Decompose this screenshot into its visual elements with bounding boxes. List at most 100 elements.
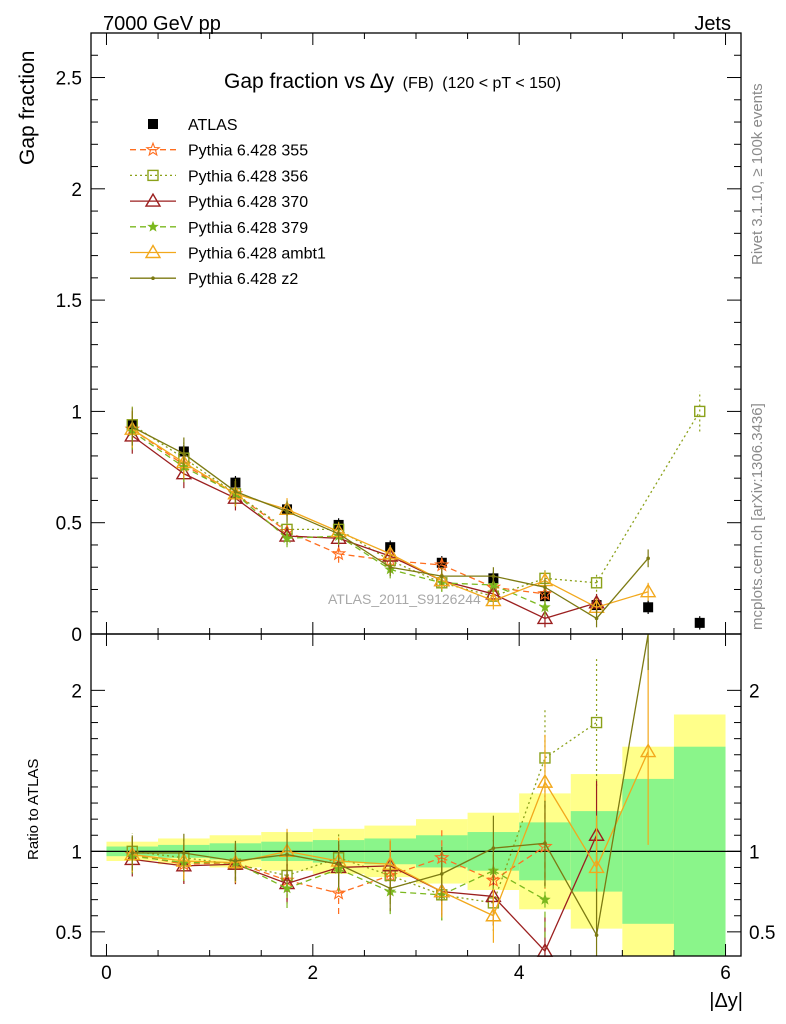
- series-line-segment: [131, 424, 185, 459]
- mcplots-label: mcplots.cern.ch [arXiv:1306.3436]: [749, 403, 766, 630]
- ratio-y-tick-label-right: 2: [749, 681, 760, 702]
- y-tick-label: 2.5: [56, 69, 82, 90]
- legend-marker: [145, 141, 161, 157]
- series-line-segment: [441, 582, 494, 586]
- ratio-point: [588, 859, 605, 874]
- series-line-segment: [493, 593, 546, 620]
- ratio-line-segment: [235, 862, 288, 881]
- ratio-point: [336, 862, 341, 867]
- ratio-line-segment: [441, 891, 494, 917]
- header-jets: Jets: [694, 13, 731, 35]
- ratio-point: [491, 846, 496, 850]
- series-line-segment: [338, 535, 391, 570]
- ratio-point: [485, 907, 502, 922]
- ratio-panel-axes: 0.5 0.5 1 1 2 2 0 2 4 6: [56, 633, 775, 984]
- series-line-segment: [544, 577, 597, 584]
- series-line-segment: [183, 462, 236, 495]
- series-line-segment: [493, 586, 546, 595]
- series-line-segment: [544, 586, 597, 619]
- series-line-segment: [338, 528, 391, 562]
- ratio-line-segment: [338, 874, 391, 894]
- data-point: [594, 616, 599, 621]
- legend-marker: [144, 244, 162, 259]
- series-line-segment: [441, 579, 494, 602]
- y-tick-label: 0.5: [56, 514, 82, 535]
- series-6: [130, 408, 650, 628]
- series-line-segment: [235, 493, 288, 530]
- x-tick-label: 0: [101, 963, 112, 984]
- ratio-line-segment: [595, 751, 649, 868]
- legend-marker: [147, 220, 159, 232]
- ratio-line-segment: [441, 847, 494, 875]
- ratio-line-segment: [338, 863, 391, 889]
- ratio-line-segment: [183, 863, 236, 867]
- series-line-segment: [286, 510, 339, 535]
- ratio-line-segment: [441, 890, 494, 898]
- ratio-line-segment: [132, 855, 184, 864]
- title-cut: (120 < pT < 150): [442, 75, 561, 92]
- ratio-point: [539, 893, 551, 905]
- ratio-line-segment: [544, 842, 598, 936]
- data-point: [694, 617, 705, 628]
- title-var: Δy: [370, 70, 395, 93]
- data-point: [694, 405, 706, 418]
- top-panel: [124, 391, 706, 630]
- ratio-line-segment: [235, 850, 288, 864]
- ratio-line-segment: [492, 781, 546, 916]
- ratio-line-segment: [132, 853, 184, 865]
- series-line-segment: [544, 580, 597, 608]
- ratio-line-segment: [492, 895, 546, 952]
- ratio-line-segment: [286, 879, 339, 894]
- series-line-segment: [390, 568, 442, 584]
- ratio-y-tick-label: 1: [71, 842, 82, 863]
- ratio-line-segment: [595, 633, 649, 936]
- legend-label: Pythia 6.428 z2: [188, 271, 298, 288]
- data-point: [433, 572, 451, 587]
- data-point: [639, 583, 657, 598]
- bottom-y-axis-label: Ratio to ATLAS: [25, 759, 42, 860]
- ratio-line-segment: [183, 857, 236, 865]
- series-line-segment: [183, 453, 236, 493]
- ratio-point: [233, 859, 238, 863]
- ratio-y-tick-label: 2: [71, 681, 82, 702]
- data-point: [388, 565, 393, 570]
- ratio-line-segment: [389, 863, 443, 893]
- series-line-segment: [183, 473, 236, 499]
- ratio-line-segment: [389, 874, 443, 896]
- ratio-line-segment: [338, 865, 391, 869]
- series-line-segment: [183, 457, 236, 495]
- data-point: [537, 585, 553, 601]
- ratio-line-segment: [286, 866, 339, 885]
- data-point: [281, 532, 293, 544]
- ratio-line-segment: [286, 857, 339, 877]
- ratio-line-segment: [183, 852, 236, 862]
- ratio-line-segment: [338, 857, 391, 877]
- x-tick-label: 4: [514, 963, 525, 984]
- ratio-line-segment: [544, 834, 598, 952]
- series-line-segment: [338, 531, 391, 555]
- series-line-segment: [286, 508, 339, 533]
- ratio-panel: [124, 633, 657, 957]
- series-line-segment: [235, 490, 288, 513]
- x-tick-label: 2: [308, 963, 319, 984]
- header-energy: 7000 GeV pp: [103, 13, 221, 35]
- ratio-point: [590, 716, 603, 729]
- rivet-version-label: Rivet 3.1.10, ≥ 100k events: [749, 83, 766, 265]
- ratio-line-segment: [493, 845, 546, 881]
- title-tag: (FB): [403, 75, 434, 92]
- ratio-line-segment: [132, 850, 184, 859]
- data-point: [643, 602, 654, 613]
- data-point: [233, 489, 238, 494]
- data-point: [130, 425, 135, 429]
- ratio-line-segment: [441, 894, 494, 904]
- ratio-line-segment: [286, 850, 339, 862]
- ratio-line-segment: [235, 863, 288, 877]
- ratio-line-segment: [390, 873, 442, 890]
- data-point: [439, 574, 444, 578]
- legend-marker: [147, 169, 159, 182]
- top-y-axis-label: Gap fraction: [16, 51, 39, 165]
- series-line-segment: [493, 577, 546, 597]
- ratio-point: [639, 743, 657, 758]
- ratio-line-segment: [389, 857, 443, 877]
